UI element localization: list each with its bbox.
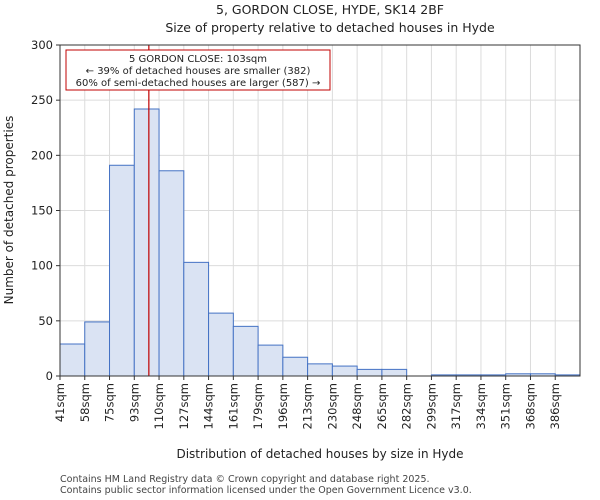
x-tick-label: 368sqm [523,383,537,429]
footer-line-1: Contains HM Land Registry data © Crown c… [60,474,430,485]
x-tick-label: 248sqm [350,383,364,429]
bar-110sqm [158,170,185,377]
x-tick-label: 110sqm [152,383,166,429]
x-tick-label: 144sqm [202,383,216,429]
x-tick-label: 41sqm [53,383,67,422]
x-tick-label: 75sqm [103,383,117,422]
bar-41sqm [59,343,86,377]
x-tick-label: 334sqm [474,383,488,429]
y-tick-label: 150 [31,204,53,218]
x-axis-label: Distribution of detached houses by size … [176,447,463,461]
x-tick-label: 299sqm [424,383,438,429]
x-axis-ticks: 41sqm 58sqm 75sqm 93sqm 110sqm 127sqm 144sqm 16… [53,376,562,429]
x-tick-label: 93sqm [127,383,141,422]
y-axis-ticks: 0 50 100 150 200 250 300 [31,38,60,383]
bar-230sqm [331,365,358,377]
y-tick-label: 250 [31,93,53,107]
x-tick-label: 127sqm [177,383,191,429]
bar-213sqm [307,363,333,377]
annotation-frame [65,49,331,91]
bar-196sqm [282,356,309,377]
annotation-box: 5 GORDON CLOSE: 103sqm ← 39% of detached… [65,49,331,91]
y-tick-label: 50 [38,314,53,328]
y-tick-label: 0 [46,369,53,383]
bars [59,108,581,377]
bar-248sqm [356,368,383,377]
chart-title: 5, GORDON CLOSE, HYDE, SK14 2BF [216,2,444,17]
annotation-line-3: 60% of semi-detached houses are larger (… [76,78,321,89]
bar-127sqm [183,261,210,377]
x-tick-label: 351sqm [499,383,513,429]
footer-line-2: Contains public sector information licen… [60,485,472,496]
bar-179sqm [257,344,284,377]
y-axis-label: Number of detached properties [2,116,16,305]
bar-144sqm [208,312,234,377]
x-tick-label: 196sqm [276,383,290,429]
x-tick-label: 161sqm [226,383,240,429]
annotation-line-2: ← 39% of detached houses are smaller (38… [86,66,311,77]
annotation-line-1: 5 GORDON CLOSE: 103sqm [129,54,267,65]
x-tick-label: 386sqm [548,383,562,429]
x-tick-label: 265sqm [375,383,389,429]
y-tick-label: 100 [31,259,53,273]
y-tick-label: 300 [31,38,53,52]
x-tick-label: 282sqm [400,383,414,429]
bar-93sqm [133,108,160,377]
bar-58sqm [84,321,111,377]
bar-161sqm [232,325,259,377]
x-tick-label: 230sqm [325,383,339,429]
bar-265sqm [381,368,408,377]
x-tick-label: 179sqm [251,383,265,429]
chart-subtitle: Size of property relative to detached ho… [165,20,495,35]
bar-75sqm [109,164,135,377]
x-tick-label: 317sqm [449,383,463,429]
x-tick-label: 58sqm [78,383,92,422]
x-tick-label: 213sqm [301,383,315,429]
y-tick-label: 200 [31,148,53,162]
